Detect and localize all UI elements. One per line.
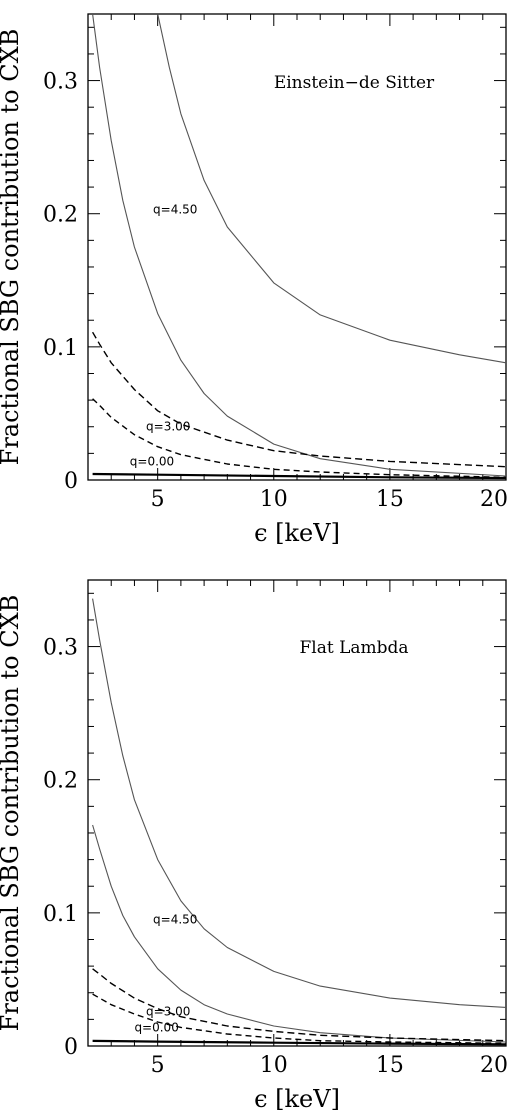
y-tick-label: 0 [64,469,78,494]
series-line-3 [92,398,507,478]
curves [91,13,507,480]
series-line-0 [157,13,507,364]
y-tick-label: 0.2 [43,203,78,228]
plot-frame [87,579,507,1047]
model-annotation: Einstein−de Sitter [274,73,435,93]
curve-label: q=3.00 [146,420,190,434]
model-annotation: Flat Lambda [299,638,408,658]
y-tick-labels: 0 0.1 0.2 0.3 [43,636,78,1060]
curve-label: q=0.00 [134,1020,178,1034]
axis-ticks [87,580,507,1047]
x-tick-label: 15 [376,1053,404,1078]
series-line-0 [92,598,507,1008]
series-line-4 [92,472,507,480]
curve-label: q=3.00 [146,1004,190,1018]
curve-labels: q=4.50 q=3.00 q=0.00 [134,913,197,1035]
series-line-3 [92,993,507,1045]
y-tick-label: 0.1 [43,902,78,927]
x-tick-label: 10 [260,487,288,512]
x-tick-labels: 5 10 15 20 [151,487,508,512]
y-tick-label: 0 [64,1035,78,1060]
y-axis-label: Fractional SBG contribution to CXB [0,595,24,1032]
y-tick-label: 0.3 [43,636,78,661]
y-tick-label: 0.1 [43,336,78,361]
y-tick-label: 0.2 [43,769,78,794]
x-tick-label: 20 [480,487,508,512]
y-tick-label: 0.3 [43,70,78,95]
y-tick-labels: 0 0.1 0.2 0.3 [43,70,78,494]
series-line-2 [91,331,507,468]
panel-einstein-de-sitter: 0 0.1 0.2 0.3 5 10 15 20 q=4.50 q=3.00 q=0.00 Ei… [0,13,508,547]
axis-ticks [87,14,507,481]
series-line-4 [92,1039,507,1046]
x-tick-label: 15 [376,487,404,512]
x-tick-label: 10 [260,1053,288,1078]
curves [92,598,507,1046]
panel-flat-lambda: 0 0.1 0.2 0.3 5 10 15 20 q=4.50 q=3.00 q=0.00 Fl… [0,579,508,1113]
curve-label: q=4.50 [153,203,197,217]
y-axis-label: Fractional SBG contribution to CXB [0,29,24,466]
series-line-1 [92,13,507,477]
series-line-2 [92,968,507,1042]
curve-labels: q=4.50 q=3.00 q=0.00 [130,203,198,469]
curve-label: q=4.50 [153,913,197,927]
series-line-1 [92,824,507,1043]
x-axis-label: ϵ [keV] [254,1085,340,1113]
x-axis-label: ϵ [keV] [254,519,340,547]
curve-label: q=0.00 [130,454,174,468]
x-tick-label: 5 [151,1053,165,1078]
x-tick-label: 5 [151,487,165,512]
x-tick-labels: 5 10 15 20 [151,1053,508,1078]
x-tick-label: 20 [480,1053,508,1078]
